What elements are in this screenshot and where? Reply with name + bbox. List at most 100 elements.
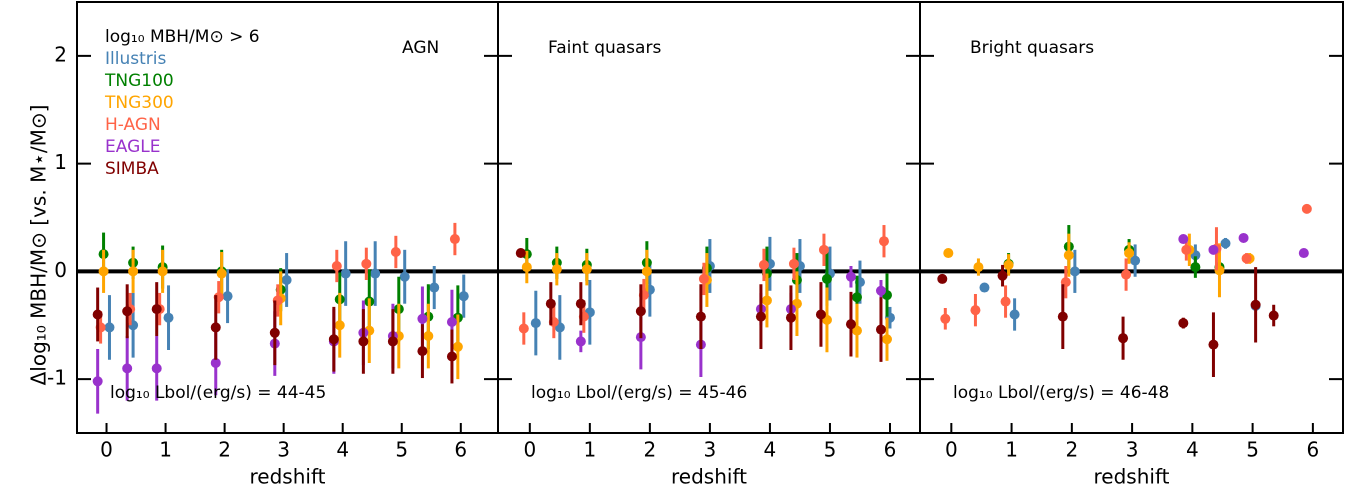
x-tick-label: 3	[277, 438, 290, 462]
point	[331, 260, 342, 271]
point	[358, 336, 369, 347]
x-tick-label: 3	[704, 438, 717, 462]
point	[92, 309, 103, 320]
point	[390, 246, 401, 257]
point	[269, 327, 280, 338]
point	[695, 311, 706, 322]
legend-entry: TNG100	[104, 71, 174, 91]
point	[698, 273, 709, 284]
point	[1178, 234, 1189, 245]
point	[281, 274, 292, 285]
luminosity-label: log₁₀ Lbol/(erg/s) = 46-48	[953, 383, 1169, 403]
point	[881, 334, 892, 345]
point	[815, 309, 826, 320]
point	[458, 291, 469, 302]
point	[818, 244, 829, 255]
point	[417, 346, 428, 357]
point	[788, 258, 799, 269]
point	[530, 318, 541, 329]
point	[785, 312, 796, 323]
point	[446, 351, 457, 362]
point	[92, 376, 103, 387]
point	[581, 264, 592, 275]
point	[122, 306, 133, 317]
point	[370, 268, 381, 279]
point	[387, 336, 398, 347]
point	[157, 266, 168, 277]
x-tick-label: 5	[1246, 438, 1259, 462]
point	[334, 320, 345, 331]
point	[210, 322, 221, 333]
point	[452, 341, 463, 352]
point	[845, 319, 856, 330]
point	[1208, 339, 1219, 350]
point	[761, 295, 772, 306]
point	[1057, 311, 1068, 322]
point	[210, 357, 221, 368]
point	[821, 273, 832, 284]
point	[979, 282, 990, 293]
point	[521, 262, 532, 273]
point	[1220, 238, 1231, 249]
x-tick-label: 0	[945, 438, 958, 462]
legend-entry: SIMBA	[105, 159, 159, 179]
point	[1190, 262, 1201, 273]
point	[997, 270, 1008, 281]
point	[755, 311, 766, 322]
x-tick-label: 6	[884, 438, 897, 462]
x-tick-label: 6	[1307, 438, 1320, 462]
point	[222, 291, 233, 302]
point	[104, 322, 115, 333]
point	[151, 304, 162, 315]
point	[845, 271, 856, 282]
point	[940, 313, 951, 324]
point	[1238, 232, 1249, 243]
point	[216, 268, 227, 279]
x-tick-label: 1	[159, 438, 172, 462]
panel-title: Bright quasars	[970, 38, 1094, 58]
panel-title: Faint quasars	[548, 38, 661, 58]
point	[1181, 244, 1192, 255]
point	[1298, 248, 1309, 259]
point	[1000, 296, 1011, 307]
x-tick-label: 1	[583, 438, 596, 462]
legend-entry: EAGLE	[105, 137, 160, 157]
panel-frame	[919, 1, 1344, 434]
point	[449, 234, 460, 245]
point	[417, 313, 428, 324]
point	[1124, 248, 1135, 259]
legend-entry: Illustris	[105, 49, 166, 69]
point	[1301, 203, 1312, 214]
luminosity-label: log₁₀ Lbol/(erg/s) = 44-45	[110, 383, 326, 403]
x-tick-label: 5	[824, 438, 837, 462]
x-tick-label: 5	[395, 438, 408, 462]
point	[1130, 255, 1141, 266]
x-axis-label: redshift	[1094, 465, 1170, 489]
y-axis-label: Δlog₁₀ MBH/M⊙ [vs. M⋆/M⊙]	[27, 105, 51, 386]
x-tick-label: 2	[644, 438, 657, 462]
legend-entry: H-AGN	[105, 115, 161, 135]
x-axis-label: redshift	[250, 465, 326, 489]
point	[1063, 250, 1074, 261]
point	[1268, 310, 1279, 321]
point	[151, 363, 162, 374]
x-tick-label: 0	[100, 438, 113, 462]
point	[851, 292, 862, 303]
y-tick-label: 1	[54, 150, 67, 174]
point	[937, 273, 948, 284]
legend-title: log₁₀ MBH/M⊙ > 6	[105, 27, 260, 47]
legend-entry: TNG300	[104, 93, 174, 113]
point	[1009, 309, 1020, 320]
y-tick-label: 0	[54, 258, 67, 282]
point	[545, 298, 556, 309]
point	[340, 268, 351, 279]
point	[970, 305, 981, 316]
panel-frame	[497, 1, 921, 434]
x-tick-label: 3	[1126, 438, 1139, 462]
point	[1121, 269, 1132, 280]
point	[641, 266, 652, 277]
point	[1118, 333, 1129, 344]
point	[1003, 259, 1014, 270]
